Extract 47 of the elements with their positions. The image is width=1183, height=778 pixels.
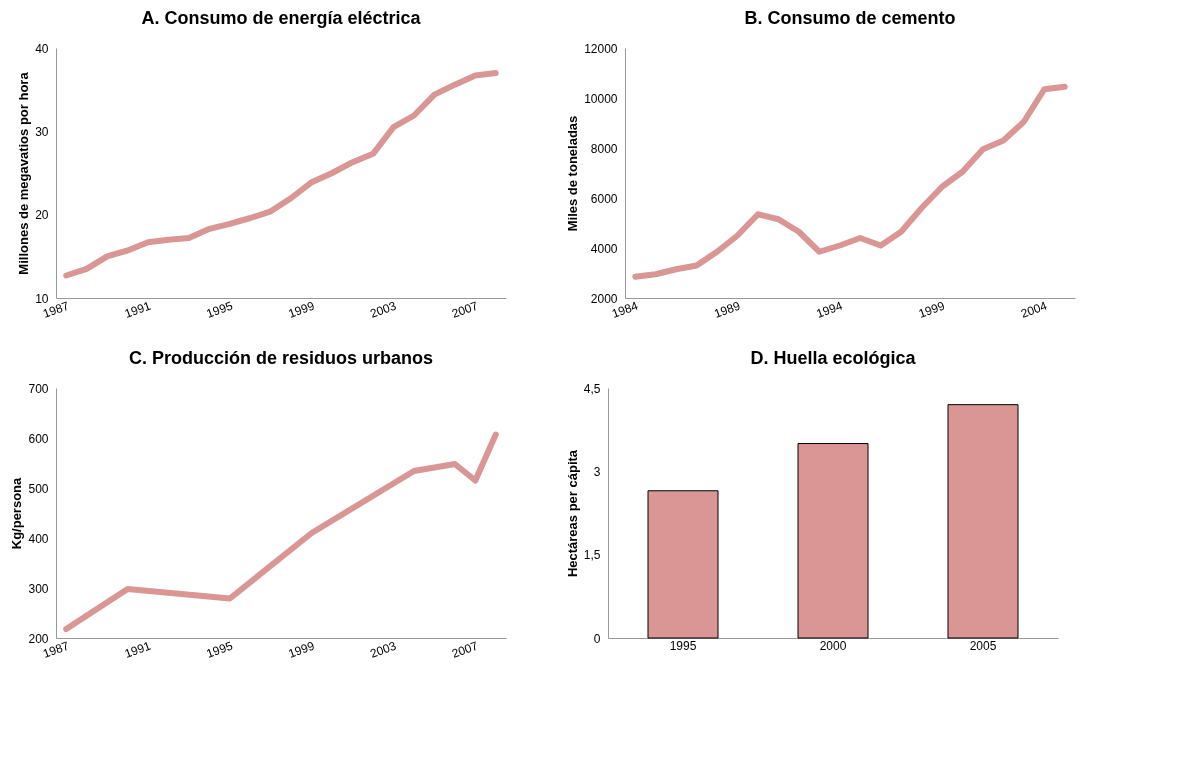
y-tick-label: 4000 — [590, 241, 618, 256]
x-tick-label: 1999 — [286, 638, 317, 661]
y-tick-label: 1,5 — [583, 548, 601, 563]
y-axis-title: Miles de toneladas — [565, 115, 581, 232]
y-tick-label: 10 — [35, 291, 49, 306]
y-tick-label: 6000 — [590, 191, 618, 206]
x-tick-label: 2003 — [368, 638, 399, 661]
y-tick-label: 30 — [35, 124, 49, 139]
y-tick-label: 400 — [28, 531, 49, 546]
x-tick-label: 1991 — [122, 638, 153, 661]
x-tick-label: 1995 — [669, 638, 697, 653]
y-axis-title: Kg/persona — [9, 476, 25, 550]
y-axis-title: Millones de megavatios por hora — [16, 71, 32, 275]
y-tick-label: 40 — [35, 41, 49, 56]
x-tick-label: 1999 — [286, 298, 317, 321]
y-tick-label: 500 — [28, 481, 49, 496]
y-tick-label: 0 — [593, 631, 601, 646]
x-tick-label: 2007 — [450, 298, 481, 321]
x-tick-label: 1991 — [122, 298, 153, 321]
x-tick-label: 2007 — [450, 638, 481, 661]
x-tick-label: 2000 — [819, 638, 847, 653]
y-tick-label: 20 — [35, 208, 49, 223]
x-tick-label: 1989 — [712, 298, 743, 321]
chart-title: B. Consumo de cemento — [744, 8, 956, 28]
y-tick-label: 8000 — [590, 141, 618, 156]
x-tick-label: 1995 — [204, 638, 235, 661]
y-tick-label: 10000 — [584, 91, 618, 106]
chart-title: A. Consumo de energía eléctrica — [141, 8, 422, 28]
y-tick-label: 300 — [28, 581, 49, 596]
x-tick-label: 1995 — [204, 298, 235, 321]
y-tick-label: 4,5 — [583, 381, 601, 396]
y-tick-label: 12000 — [584, 41, 618, 56]
y-tick-label: 3 — [593, 464, 601, 479]
chart-title: C. Producción de residuos urbanos — [128, 348, 434, 368]
x-tick-label: 2003 — [368, 298, 399, 321]
x-tick-label: 1994 — [814, 298, 845, 321]
y-axis-title: Hectáreas per cápita — [564, 449, 580, 578]
x-tick-label: 2005 — [969, 638, 997, 653]
bar — [947, 404, 1019, 639]
y-tick-label: 200 — [28, 631, 49, 646]
y-tick-label: 700 — [28, 381, 49, 396]
y-tick-label: 600 — [28, 431, 49, 446]
bar — [647, 490, 719, 639]
chart-title: D. Huella ecológica — [750, 348, 917, 368]
x-tick-label: 1999 — [916, 298, 947, 321]
bar — [797, 443, 869, 639]
x-tick-label: 2004 — [1019, 298, 1050, 321]
